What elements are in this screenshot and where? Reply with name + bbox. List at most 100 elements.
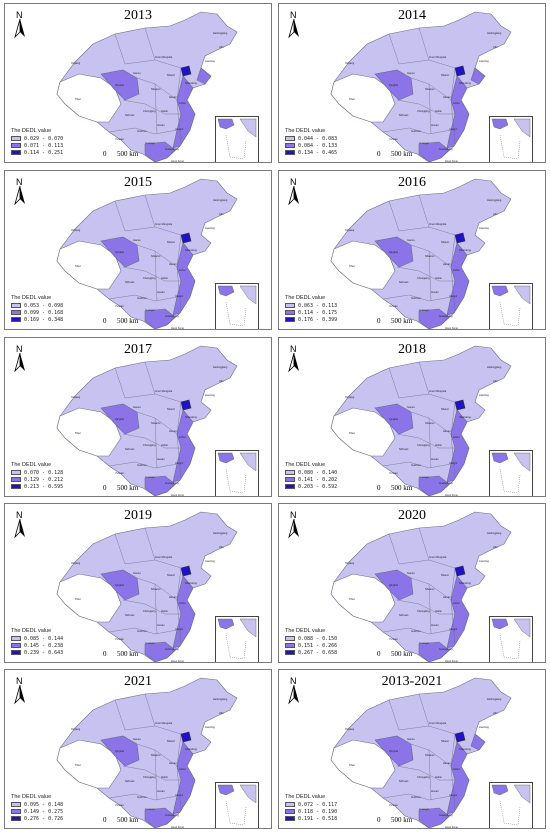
province-label: Hunan — [431, 290, 439, 294]
province-label: Jilin — [493, 711, 498, 715]
region-no-data — [330, 407, 396, 457]
map-panel: Xinjiang Tibet Qinghai Gansu Inner Mongolia H… — [278, 3, 546, 163]
province-border — [418, 527, 430, 561]
north-label: N — [16, 344, 23, 354]
province-label: Shandong — [459, 415, 471, 419]
province-label: Tibet — [75, 763, 81, 767]
legend-range: 0.239 - 0.643 — [24, 649, 64, 656]
province-label: Hubei — [161, 109, 168, 113]
legend-entry: 0.085 - 0.144 — [11, 635, 63, 642]
panel-year-title: 2017 — [124, 342, 152, 357]
legend-swatch — [11, 816, 21, 821]
scale-distance: 500 km — [117, 816, 139, 824]
province-label: Shanxi — [167, 407, 175, 411]
legend-title: The DEDL value — [11, 128, 52, 134]
province-label: Shandong — [185, 581, 197, 585]
region-class-1 — [330, 345, 512, 496]
legend-swatch — [11, 802, 21, 807]
province-label: Qinghai — [115, 83, 124, 87]
province-label: Tibet — [75, 264, 81, 268]
province-label: Jilin — [493, 545, 498, 549]
north-arrow-icon: N — [287, 510, 307, 540]
province-border — [114, 699, 182, 735]
north-arrow-icon: N — [287, 676, 307, 706]
region-class-3 — [454, 565, 466, 577]
legend-entry: 0.191 - 0.518 — [285, 815, 337, 822]
province-label: Anhui — [453, 601, 460, 605]
legend-entry: 0.203 - 0.592 — [285, 483, 337, 490]
province-label: Yunnan — [115, 637, 124, 641]
province-label: Xinjiang — [71, 61, 81, 65]
province-label: Hunan — [157, 457, 165, 461]
province-border — [108, 294, 178, 302]
province-border — [154, 83, 158, 135]
province-label: Jiangxi — [449, 627, 457, 631]
region-class-2 — [470, 733, 486, 751]
province-label: Tibet — [349, 264, 355, 268]
north-label: N — [290, 510, 297, 520]
region-class-2 — [418, 807, 450, 828]
province-border — [450, 733, 456, 811]
province-label: Heilongjiang — [487, 365, 502, 369]
province-label: Shanxi — [441, 240, 449, 244]
province-label: Shandong — [185, 747, 197, 751]
region-class-2 — [374, 569, 414, 601]
region-class-2 — [172, 741, 196, 815]
province-label: Guangxi — [145, 308, 155, 312]
province-label: Jiangxi — [175, 461, 183, 465]
province-label: Yunnan — [115, 137, 124, 141]
province-label: Hubei — [161, 443, 168, 447]
scale-zero: 0 — [103, 484, 107, 492]
province-label: Hunan — [431, 123, 439, 127]
south-china-sea-inset — [215, 116, 259, 162]
scale-distance: 500 km — [391, 150, 413, 158]
north-label: N — [290, 10, 297, 20]
province-label: Liaoning — [479, 393, 489, 397]
legend-range: 0.080 - 0.140 — [298, 469, 338, 476]
legend-swatch — [11, 310, 21, 315]
province-border — [176, 234, 182, 312]
province-label: Yunnan — [389, 137, 398, 141]
province-label: Jilin — [219, 711, 224, 715]
province-label: Shaanxi — [425, 753, 435, 757]
legend-swatch — [285, 809, 295, 814]
province-label: Guizhou — [137, 129, 147, 133]
legend-range: 0.203 - 0.592 — [298, 483, 338, 490]
province-label: Shaanxi — [151, 587, 161, 591]
map-legend: The DEDL value 0.053 - 0.098 0.099 - 0.168… — [11, 295, 63, 323]
province-label: Guangdong — [439, 647, 453, 651]
province-label: Gansu — [133, 238, 141, 242]
south-china-sea-inset — [489, 782, 533, 828]
province-label: Shandong — [459, 747, 471, 751]
north-label: N — [16, 676, 23, 686]
province-label: Sichuan — [125, 447, 135, 451]
province-label: Guizhou — [137, 463, 147, 467]
legend-entry: 0.141 - 0.202 — [285, 476, 337, 483]
province-label: Inner Mongolia — [155, 222, 173, 226]
region-class-1 — [330, 511, 512, 662]
scale-zero: 0 — [377, 150, 381, 158]
legend-entry: 0.134 - 0.465 — [285, 149, 337, 156]
china-map: Xinjiang Tibet Qinghai Gansu Inner Mongolia H… — [330, 511, 512, 662]
legend-range: 0.267 - 0.658 — [298, 649, 338, 656]
legend-range: 0.114 - 0.251 — [24, 149, 64, 156]
province-label: Chongqing — [143, 109, 156, 113]
province-label: Inner Mongolia — [429, 389, 447, 393]
province-label: Gansu — [133, 405, 141, 409]
legend-entry: 0.149 - 0.275 — [11, 808, 63, 815]
province-label: Anhui — [179, 435, 186, 439]
province-label: Jiangxi — [175, 793, 183, 797]
legend-entry: 0.071 - 0.113 — [11, 142, 63, 149]
province-label: Guizhou — [137, 629, 147, 633]
province-label: Chongqing — [417, 775, 430, 779]
province-border — [396, 599, 455, 615]
north-arrow-icon: N — [13, 344, 33, 374]
province-label: Hubei — [161, 276, 168, 280]
legend-entry: 0.145 - 0.238 — [11, 642, 63, 649]
region-class-3 — [180, 565, 192, 577]
scale-distance: 500 km — [391, 484, 413, 492]
province-label: Xinjiang — [71, 727, 81, 731]
region-class-2 — [172, 75, 196, 149]
province-label: Jiangxi — [449, 127, 457, 131]
region-class-1 — [56, 178, 238, 329]
